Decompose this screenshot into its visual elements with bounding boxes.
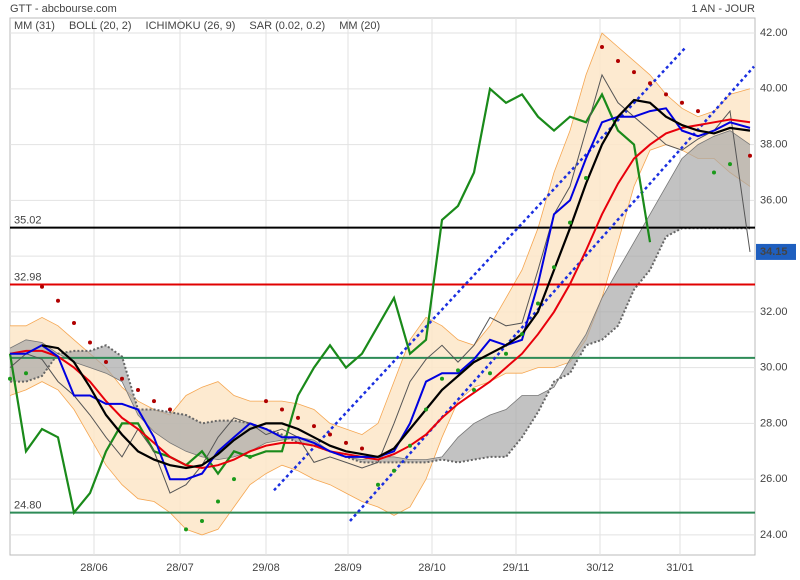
- sar-dot: [568, 220, 572, 225]
- sar-dot: [472, 387, 476, 392]
- sar-dot: [440, 376, 444, 381]
- sar-dot: [424, 407, 428, 412]
- sar-dot: [728, 162, 732, 167]
- sar-dot: [504, 351, 508, 356]
- channel-line: [349, 65, 755, 522]
- x-tick-label: 28/06: [80, 562, 108, 574]
- x-tick-label: 28/09: [334, 562, 362, 574]
- level-label: 32.98: [14, 271, 42, 283]
- x-tick-label: 28/07: [166, 562, 194, 574]
- sar-dot: [456, 368, 460, 373]
- legend-entry: MM (31): [14, 20, 55, 32]
- price-tag: [756, 243, 796, 260]
- y-tick-label: 36.00: [760, 194, 788, 206]
- sar-dot: [328, 432, 332, 437]
- price-line: [9, 73, 751, 494]
- sar-dot: [232, 477, 236, 482]
- sar-dot: [168, 407, 172, 412]
- sar-dot: [616, 58, 620, 63]
- sar-dot: [312, 424, 316, 429]
- sar-dot: [408, 443, 412, 448]
- x-tick-label: 29/08: [252, 562, 280, 574]
- price-tag-label: 34.15: [760, 246, 788, 258]
- mm31-line: [9, 118, 751, 470]
- legend-entry: MM (20): [339, 20, 380, 32]
- sar-dot: [280, 407, 284, 412]
- x-tick-label: 30/12: [586, 562, 614, 574]
- bollinger-band: [10, 33, 750, 535]
- sar-dot: [8, 376, 12, 381]
- legend-entry: SAR (0.02, 0.2): [249, 20, 325, 32]
- sar-dot: [696, 109, 700, 114]
- sar-dot: [56, 298, 60, 303]
- y-tick-label: 38.00: [760, 138, 788, 150]
- sar-dot: [200, 518, 204, 523]
- sar-dot: [248, 454, 252, 459]
- y-tick-label: 30.00: [760, 362, 788, 374]
- chikou-line: [8, 86, 652, 516]
- mm20-line: [41, 98, 751, 470]
- sar-dot: [152, 399, 156, 404]
- x-tick-label: 31/01: [666, 562, 694, 574]
- sar-dot: [392, 468, 396, 473]
- sar-dot: [40, 284, 44, 289]
- sar-dot: [632, 70, 636, 75]
- sar-dot: [296, 415, 300, 420]
- sar-dot: [104, 360, 108, 365]
- sar-dot: [600, 44, 604, 49]
- sar-dot: [88, 340, 92, 345]
- sar-dot: [488, 371, 492, 376]
- y-tick-label: 28.00: [760, 417, 788, 429]
- legend-entry: ICHIMOKU (26, 9): [146, 20, 236, 32]
- y-tick-label: 42.00: [760, 27, 788, 39]
- bollinger-lower: [9, 144, 751, 536]
- x-tick-label: 29/11: [503, 562, 530, 574]
- channel-line: [273, 46, 687, 492]
- sar-dot: [552, 265, 556, 270]
- sar-dot: [680, 100, 684, 105]
- sar-dot: [536, 301, 540, 306]
- level-label: 24.80: [14, 500, 42, 512]
- page-title: GTT - abcbourse.com: [10, 3, 117, 15]
- sar-dot: [748, 153, 752, 158]
- y-tick-label: 40.00: [760, 83, 788, 95]
- sar-dot: [72, 321, 76, 326]
- period-label: 1 AN - JOUR: [691, 3, 755, 15]
- sar-dot: [216, 499, 220, 504]
- sar-dot: [344, 440, 348, 445]
- sar-dot: [584, 176, 588, 181]
- sar-dot: [376, 482, 380, 487]
- sar-dot: [712, 170, 716, 175]
- y-tick-label: 24.00: [760, 529, 788, 541]
- sar-dot: [264, 399, 268, 404]
- legend-entry: BOLL (20, 2): [69, 20, 132, 32]
- y-tick-label: 26.00: [760, 473, 788, 485]
- sar-dot: [24, 371, 28, 376]
- sar-dot: [120, 376, 124, 381]
- level-label: 35.02: [14, 215, 42, 227]
- sar-dot: [648, 81, 652, 86]
- sar-dot: [664, 92, 668, 97]
- sar-dot: [520, 332, 524, 337]
- x-tick-label: 28/10: [418, 562, 446, 574]
- sar-dot: [360, 446, 364, 451]
- sar-dot: [136, 387, 140, 392]
- y-tick-label: 32.00: [760, 306, 788, 318]
- sar-dot: [184, 527, 188, 532]
